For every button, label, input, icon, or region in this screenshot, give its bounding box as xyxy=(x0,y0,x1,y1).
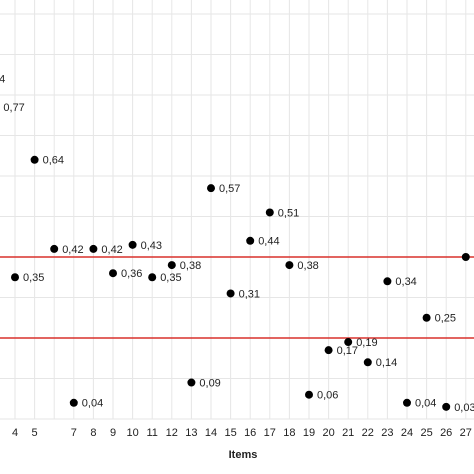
x-tick-label: 18 xyxy=(283,427,295,439)
value-label: 0,04 xyxy=(415,398,436,410)
point xyxy=(89,244,98,253)
point xyxy=(30,155,39,164)
value-label: 0,03 xyxy=(454,402,474,414)
value-label: 0,38 xyxy=(297,260,318,272)
value-label: 0,25 xyxy=(435,313,456,325)
point xyxy=(285,261,294,270)
x-tick-label: 14 xyxy=(205,427,217,439)
x-tick-label: 8 xyxy=(90,427,96,439)
x-tick-label: 13 xyxy=(185,427,197,439)
x-tick-label: 27 xyxy=(460,427,472,439)
point xyxy=(69,398,78,407)
value-label: 0,64 xyxy=(43,155,64,167)
x-tick-label: 23 xyxy=(381,427,393,439)
point xyxy=(128,240,137,249)
value-label: 0,57 xyxy=(219,183,240,195)
x-tick-label: 4 xyxy=(12,427,18,439)
value-label: 0,77 xyxy=(3,102,24,114)
x-tick-label: 5 xyxy=(32,427,38,439)
point xyxy=(148,273,157,282)
x-tick-label: 12 xyxy=(166,427,178,439)
x-tick-label: 9 xyxy=(110,427,116,439)
x-tick-label: 15 xyxy=(224,427,236,439)
value-label: 0,09 xyxy=(199,377,220,389)
value-label: 0,42 xyxy=(101,244,122,256)
x-tick-label: 25 xyxy=(420,427,432,439)
value-label: 0,35 xyxy=(160,272,181,284)
value-label: 0,35 xyxy=(23,272,44,284)
x-tick-label: 10 xyxy=(126,427,138,439)
x-tick-label: 16 xyxy=(244,427,256,439)
value-label: 0,06 xyxy=(317,390,338,402)
point xyxy=(403,398,411,407)
value-label: 0,34 xyxy=(395,276,416,288)
point xyxy=(11,273,19,282)
x-tick-label: 11 xyxy=(146,427,157,439)
x-tick-label: 22 xyxy=(362,427,374,439)
x-tick-label: 24 xyxy=(401,427,413,439)
x-axis-title: Items xyxy=(229,449,258,461)
x-tick-label: 21 xyxy=(342,427,354,439)
point xyxy=(109,269,117,278)
x-tick-label: 17 xyxy=(264,427,276,439)
value-label: 0,84 xyxy=(0,74,5,86)
value-label: 0,19 xyxy=(356,337,377,349)
x-tick-label: 7 xyxy=(71,427,77,439)
point xyxy=(50,244,59,253)
point xyxy=(383,277,392,286)
value-label: 0,42 xyxy=(62,244,83,256)
point xyxy=(265,208,274,217)
value-label: 0,38 xyxy=(180,260,201,272)
point xyxy=(422,313,431,322)
point xyxy=(305,390,313,399)
value-label: 0,43 xyxy=(141,240,162,252)
value-label: 0,44 xyxy=(258,236,279,248)
x-tick-label: 20 xyxy=(322,427,334,439)
value-label: 0,31 xyxy=(239,288,260,300)
point xyxy=(226,289,235,298)
point xyxy=(324,346,333,355)
point xyxy=(207,184,215,193)
x-tick-label: 19 xyxy=(303,427,315,439)
value-label: 0,04 xyxy=(82,398,103,410)
value-label: 0,14 xyxy=(376,357,397,369)
point xyxy=(344,338,353,347)
value-label: 0,17 xyxy=(337,345,358,357)
point xyxy=(461,253,470,261)
value-label: 0,36 xyxy=(121,268,142,280)
point xyxy=(246,236,255,245)
point xyxy=(442,402,451,411)
point xyxy=(187,378,196,387)
x-tick-label: 26 xyxy=(440,427,452,439)
point xyxy=(363,358,372,367)
point xyxy=(167,261,176,270)
value-label: 0,51 xyxy=(278,207,299,219)
